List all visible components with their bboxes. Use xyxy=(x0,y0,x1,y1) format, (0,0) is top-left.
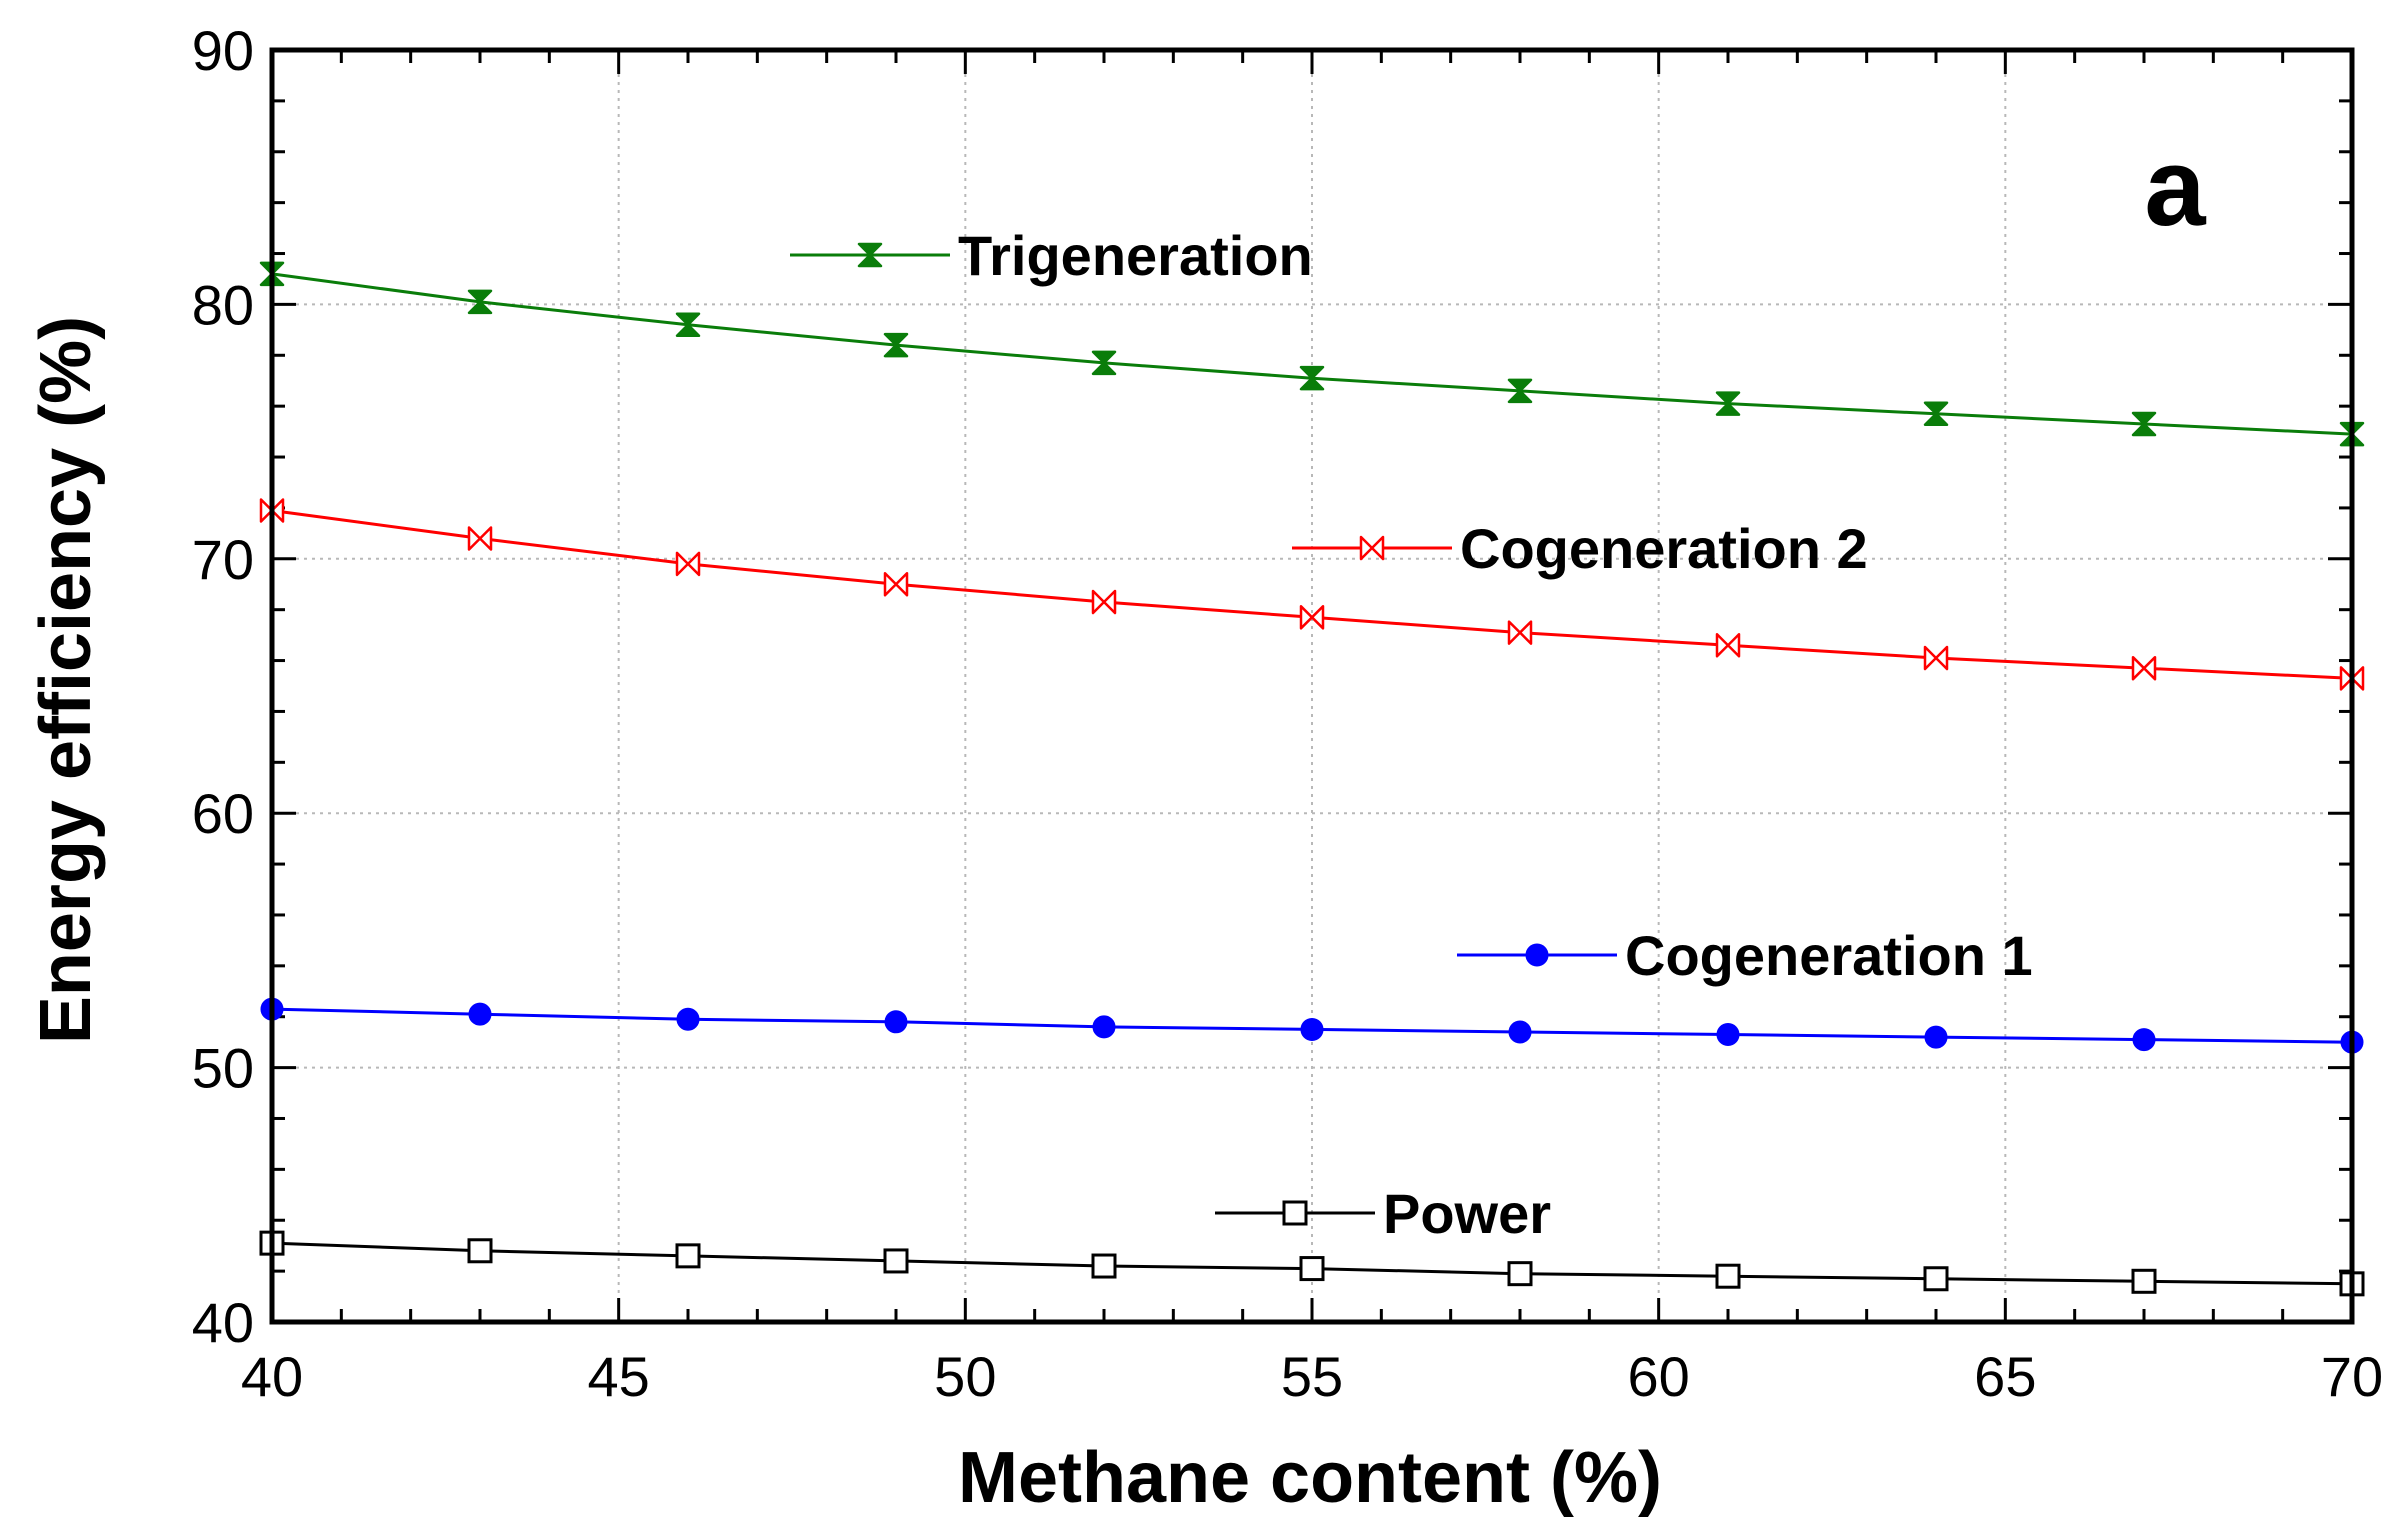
data-point-marker xyxy=(1507,1261,1533,1287)
data-point-marker xyxy=(675,1243,701,1269)
data-point-marker xyxy=(1715,391,1741,416)
data-point-marker xyxy=(883,1248,909,1274)
data-point-marker xyxy=(1300,1017,1324,1041)
data-point-marker xyxy=(1092,1015,1116,1039)
data-point-marker xyxy=(1091,350,1117,376)
legend-label: Cogeneration 1 xyxy=(1625,924,2033,987)
x-tick-labels: 40 45 50 55 60 65 70 xyxy=(241,1345,2383,1408)
grid-lines xyxy=(272,50,2352,1322)
data-point-marker xyxy=(1299,365,1325,391)
data-point-marker xyxy=(2131,411,2157,437)
data-point-marker xyxy=(468,1002,492,1026)
data-point-marker xyxy=(1716,1023,1740,1047)
data-point-marker xyxy=(1282,1200,1308,1226)
data-point-marker xyxy=(1507,378,1533,404)
y-tick-label: 80 xyxy=(192,273,254,336)
legend: Trigeneration Cogeneration 2 Cogeneration … xyxy=(790,224,2033,1245)
x-tick-label: 70 xyxy=(2321,1345,2383,1408)
x-tick-label: 40 xyxy=(241,1345,303,1408)
data-point-marker xyxy=(1508,1020,1532,1044)
series-cogeneration-1 xyxy=(260,997,2364,1054)
legend-label: Power xyxy=(1383,1182,1551,1245)
data-point-marker xyxy=(1299,1256,1325,1282)
legend-entry: Trigeneration xyxy=(790,224,1313,287)
data-point-marker xyxy=(883,332,909,358)
plot-frame xyxy=(269,47,2355,1325)
x-tick-label: 65 xyxy=(1974,1345,2036,1408)
y-tick-label: 50 xyxy=(192,1037,254,1100)
data-point-marker xyxy=(2131,1268,2157,1294)
data-point-marker xyxy=(1923,645,1949,671)
x-tick-label: 50 xyxy=(934,1345,996,1408)
data-point-marker xyxy=(675,551,701,577)
panel-label: a xyxy=(2144,126,2206,249)
x-tick-label: 60 xyxy=(1628,1345,1690,1408)
data-point-marker xyxy=(467,526,493,551)
legend-entry: Power xyxy=(1215,1182,1551,1245)
data-point-marker xyxy=(467,289,493,315)
data-point-marker xyxy=(676,1007,700,1031)
data-point-marker xyxy=(1091,1253,1117,1279)
data-point-marker xyxy=(1091,589,1117,615)
legend-label: Trigeneration xyxy=(958,224,1313,287)
data-point-marker xyxy=(1715,633,1741,658)
data-point-marker xyxy=(467,1238,493,1264)
y-axis-title: Energy efficiency (%) xyxy=(26,316,106,1044)
legend-entry: Cogeneration 1 xyxy=(1457,924,2033,987)
data-point-marker xyxy=(1507,620,1533,645)
y-tick-label: 60 xyxy=(192,782,254,845)
data-point-marker xyxy=(1299,605,1325,630)
data-point-marker xyxy=(1924,1025,1948,1049)
y-tick-label: 40 xyxy=(192,1291,254,1354)
data-point-marker xyxy=(1525,943,1549,967)
data-point-marker xyxy=(857,242,883,268)
legend-label: Cogeneration 2 xyxy=(1460,517,1868,580)
data-point-marker xyxy=(1923,401,1949,427)
y-tick-label: 70 xyxy=(192,528,254,591)
data-point-marker xyxy=(2131,655,2157,681)
data-point-marker xyxy=(675,312,701,338)
x-tick-label: 45 xyxy=(588,1345,650,1408)
series-trigeneration xyxy=(259,261,2365,447)
data-point-marker xyxy=(1923,1266,1949,1292)
x-axis-title: Methane content (%) xyxy=(958,1438,1662,1518)
y-tick-labels: 40 50 60 70 80 90 xyxy=(192,19,254,1354)
data-point-marker xyxy=(884,1010,908,1034)
y-tick-label: 90 xyxy=(192,19,254,82)
data-point-marker xyxy=(2132,1028,2156,1052)
data-point-marker xyxy=(1715,1263,1741,1289)
legend-entry: Cogeneration 2 xyxy=(1292,517,1868,580)
x-tick-label: 55 xyxy=(1281,1345,1343,1408)
data-point-marker xyxy=(1359,535,1385,561)
data-point-marker xyxy=(883,571,909,597)
